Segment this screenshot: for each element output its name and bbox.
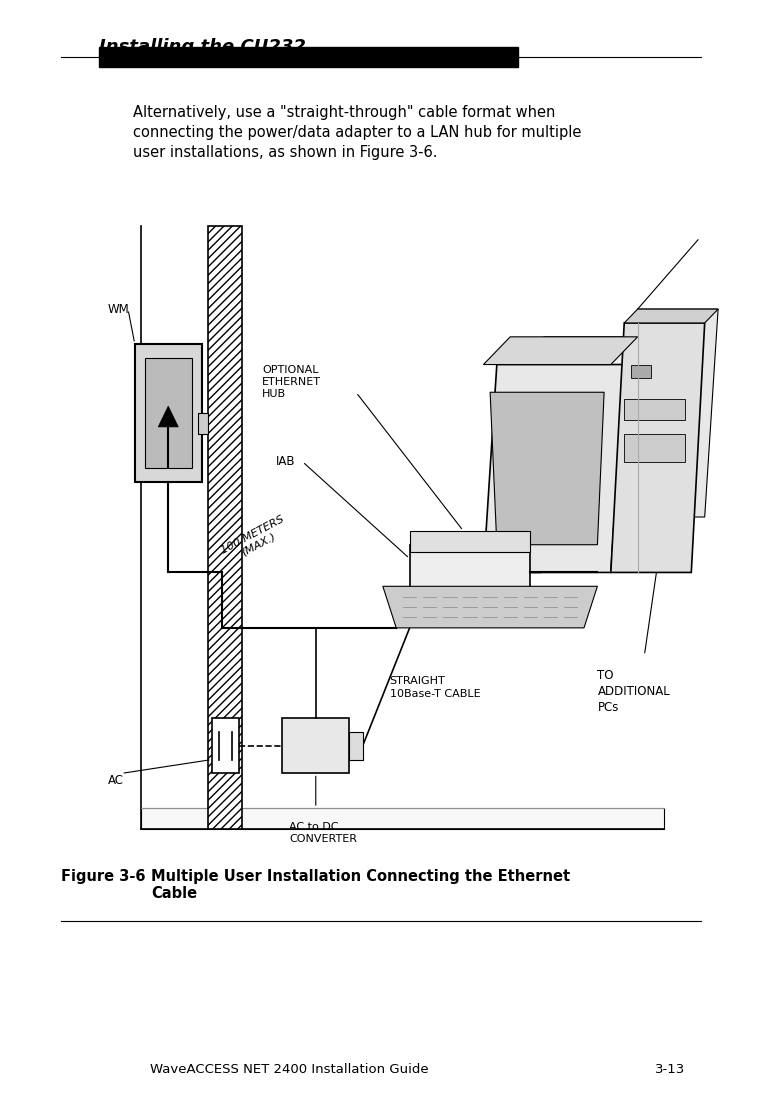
Bar [410,531,530,552]
Text: 3-13: 3-13 [655,1063,686,1076]
Bar [135,343,202,482]
Bar [198,412,209,433]
Polygon shape [490,393,604,544]
Bar [99,47,518,67]
Polygon shape [158,406,178,427]
Bar [145,358,192,469]
Bar [282,718,349,773]
Text: AC to DC
CONVERTER: AC to DC CONVERTER [289,822,357,845]
Text: IAB: IAB [276,455,295,469]
Text: STRAIGHT
10Base-T CABLE: STRAIGHT 10Base-T CABLE [389,676,480,698]
Text: TO
ADDITIONAL
PCs: TO ADDITIONAL PCs [597,670,670,715]
Text: WaveACCESS NET 2400 Installation Guide: WaveACCESS NET 2400 Installation Guide [150,1063,429,1076]
Text: Figure 3-6: Figure 3-6 [61,869,146,884]
Bar [624,433,684,462]
Text: WM: WM [108,302,130,316]
Bar [624,399,684,420]
Polygon shape [483,364,624,572]
Bar [212,718,239,773]
Polygon shape [624,309,718,517]
Polygon shape [483,337,638,364]
Polygon shape [142,808,664,829]
Polygon shape [624,309,718,323]
Polygon shape [611,323,705,572]
Bar [349,732,363,759]
Text: OPTIONAL
ETHERNET
HUB: OPTIONAL ETHERNET HUB [262,364,321,399]
Polygon shape [383,586,597,628]
Text: 100 METERS
(MAX.): 100 METERS (MAX.) [219,514,291,565]
Bar [410,544,530,601]
Bar [209,226,242,829]
Text: Multiple User Installation Connecting the Ethernet
Cable: Multiple User Installation Connecting th… [151,869,570,901]
Bar [631,364,651,378]
Polygon shape [530,337,638,517]
Text: Installing the CU232: Installing the CU232 [99,39,306,56]
Text: Alternatively, use a "straight-through" cable format when
connecting the power/d: Alternatively, use a "straight-through" … [133,104,581,161]
Text: AC: AC [108,773,124,786]
